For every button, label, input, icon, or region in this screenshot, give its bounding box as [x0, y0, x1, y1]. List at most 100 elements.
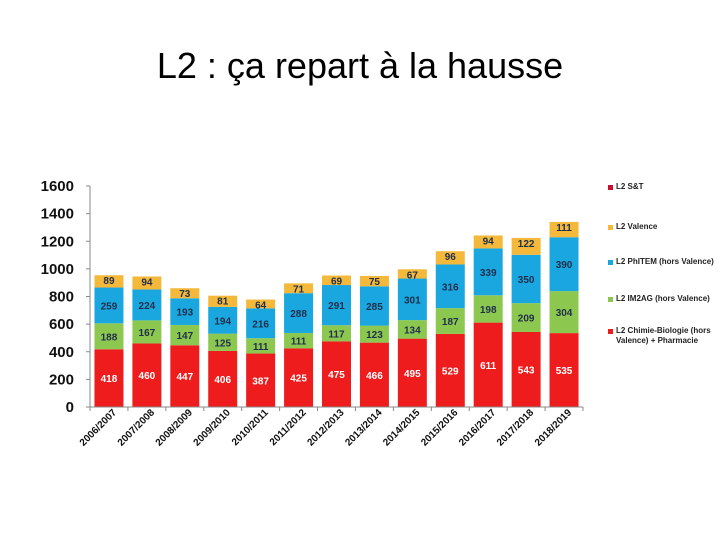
- bar-segment: [511, 331, 541, 407]
- bar-segment: [435, 264, 465, 309]
- bar-segment: [473, 322, 503, 407]
- data-label: 64: [255, 301, 267, 312]
- bar-segment: [549, 221, 579, 238]
- bar-segment: [170, 324, 200, 346]
- y-tick-label: 1400: [41, 206, 74, 223]
- x-tick-label: 2008/2009: [154, 407, 196, 449]
- bar-segment: [246, 338, 276, 354]
- data-label: 94: [141, 277, 153, 288]
- bar-segment: [549, 291, 579, 334]
- data-label: 259: [101, 301, 118, 312]
- bar-segment: [359, 325, 389, 343]
- bar-segment: [246, 308, 276, 339]
- data-label: 535: [556, 366, 573, 377]
- data-label: 611: [480, 361, 497, 372]
- x-tick-label: 2016/2017: [457, 407, 499, 449]
- data-label: 117: [328, 329, 345, 340]
- data-label: 123: [366, 330, 383, 341]
- bar-segment: [208, 333, 238, 351]
- bars: [94, 221, 579, 407]
- bar-segment: [132, 289, 162, 321]
- x-tick-label: 2018/2019: [533, 407, 575, 449]
- bar-segment: [284, 348, 314, 407]
- data-label: 406: [214, 375, 231, 386]
- bar-segment: [322, 285, 351, 326]
- bar-segment: [246, 353, 276, 407]
- y-tick-label: 1200: [41, 233, 74, 250]
- data-label: 425: [290, 374, 307, 385]
- bar-segment: [94, 323, 124, 350]
- data-label: 111: [291, 337, 307, 348]
- data-label: 216: [252, 319, 269, 330]
- y-tick-label: 400: [49, 344, 74, 361]
- y-tick-label: 200: [49, 371, 74, 388]
- data-label: 96: [445, 252, 457, 263]
- data-label: 75: [369, 277, 381, 288]
- bar-segment: [322, 275, 351, 286]
- data-label: 111: [556, 223, 572, 234]
- data-label: 224: [139, 301, 156, 312]
- x-axis: 2006/20072007/20082008/20092009/20102010…: [78, 406, 584, 449]
- bar-segment: [473, 295, 503, 323]
- data-label: 387: [252, 376, 269, 387]
- data-label: 187: [442, 317, 459, 328]
- data-label: 134: [404, 325, 421, 336]
- bar-segment: [397, 269, 427, 279]
- bar-segment: [359, 342, 389, 407]
- bar-segment: [511, 303, 541, 332]
- bar-segment: [132, 343, 162, 407]
- data-label: 198: [480, 305, 497, 316]
- legend-label: L2 S&T: [616, 182, 644, 191]
- data-label: 81: [217, 297, 229, 308]
- legend-swatch: [608, 225, 613, 230]
- x-tick-label: 2014/2015: [381, 407, 423, 449]
- bar-segment: [397, 278, 427, 321]
- data-label: 188: [101, 332, 118, 343]
- data-label: 316: [442, 282, 459, 293]
- bar-segment: [284, 293, 314, 333]
- y-tick-label: 1600: [41, 178, 74, 195]
- legend-swatch: [608, 329, 613, 334]
- data-label: 71: [293, 284, 305, 295]
- data-label: 147: [176, 331, 193, 342]
- x-tick-label: 2009/2010: [192, 407, 234, 449]
- bar-segment: [208, 350, 238, 407]
- x-tick-label: 2011/2012: [268, 407, 309, 448]
- bar-segment: [94, 275, 124, 288]
- data-label: 285: [366, 302, 383, 313]
- data-label: 122: [518, 239, 535, 250]
- bar-segment: [549, 237, 579, 292]
- bar-segment: [208, 295, 238, 307]
- bar-segment: [132, 320, 162, 344]
- data-label: 418: [101, 374, 118, 385]
- data-labels: 418 188 259 89 460 167 224 94 447 147 193 73 406 125 1…: [101, 223, 573, 387]
- data-label: 125: [214, 338, 231, 349]
- data-label: 288: [290, 309, 307, 320]
- bar-segment: [208, 306, 238, 334]
- data-label: 339: [480, 268, 497, 279]
- bar-segment: [397, 320, 427, 339]
- legend-label: L2 Chimie-Biologie (hors Valence) + Phar…: [616, 326, 711, 345]
- data-label: 543: [518, 365, 535, 376]
- legend-label: L2 PhITEM (hors Valence): [616, 257, 714, 266]
- data-label: 447: [176, 372, 193, 383]
- slide-title: L2 : ça repart à la hausse: [156, 45, 564, 86]
- bar-segment: [284, 283, 314, 294]
- data-label: 466: [366, 371, 383, 382]
- data-label: 304: [556, 308, 573, 319]
- y-tick-label: 600: [49, 316, 74, 333]
- data-label: 193: [176, 308, 193, 319]
- x-tick-label: 2012/2013: [305, 407, 347, 449]
- data-label: 209: [518, 314, 535, 325]
- data-label: 69: [331, 277, 343, 288]
- bar-segment: [132, 276, 162, 290]
- legend-label: L2 Valence: [616, 222, 658, 231]
- data-label: 94: [483, 236, 495, 247]
- bar-segment: [94, 349, 124, 407]
- legend-label: L2 IM2AG (hors Valence): [616, 294, 710, 303]
- bar-segment: [473, 235, 503, 249]
- bar-segment: [511, 254, 541, 304]
- legend-swatch: [608, 297, 613, 302]
- bar-segment: [435, 333, 465, 407]
